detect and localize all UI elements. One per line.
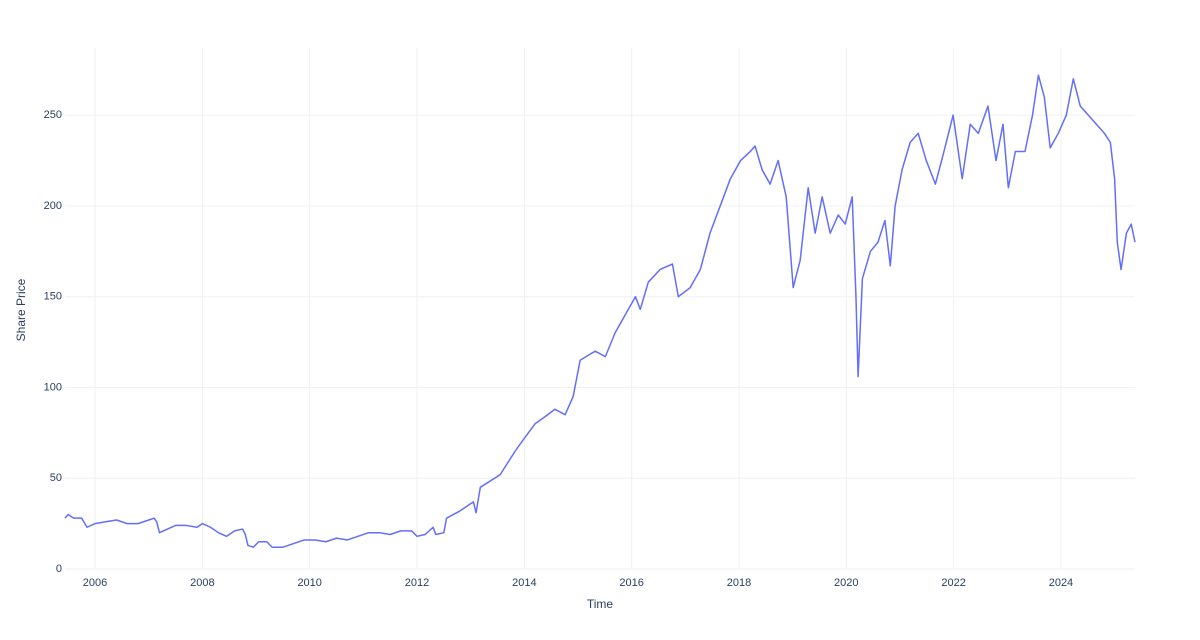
x-tick-label: 2016	[619, 577, 643, 589]
x-tick-label: 2010	[297, 577, 321, 589]
y-tick-label: 150	[44, 291, 62, 303]
x-axis-title: Time	[587, 597, 614, 611]
x-tick-label: 2014	[512, 577, 536, 589]
y-axis-title: Share Price	[14, 278, 28, 341]
x-tick-label: 2012	[405, 577, 429, 589]
y-tick-label: 250	[44, 109, 62, 121]
x-tick-label: 2024	[1049, 577, 1073, 589]
x-tick-label: 2018	[727, 577, 751, 589]
y-tick-label: 100	[44, 381, 62, 393]
price-line	[64, 74, 1136, 548]
x-tick-label: 2020	[834, 577, 858, 589]
y-tick-label: 50	[50, 472, 62, 484]
x-tick-label: 2006	[83, 577, 107, 589]
x-tick-label: 2022	[941, 577, 965, 589]
x-tick-label: 2008	[190, 577, 214, 589]
y-tick-label: 200	[44, 200, 62, 212]
y-tick-label: 0	[56, 563, 62, 575]
